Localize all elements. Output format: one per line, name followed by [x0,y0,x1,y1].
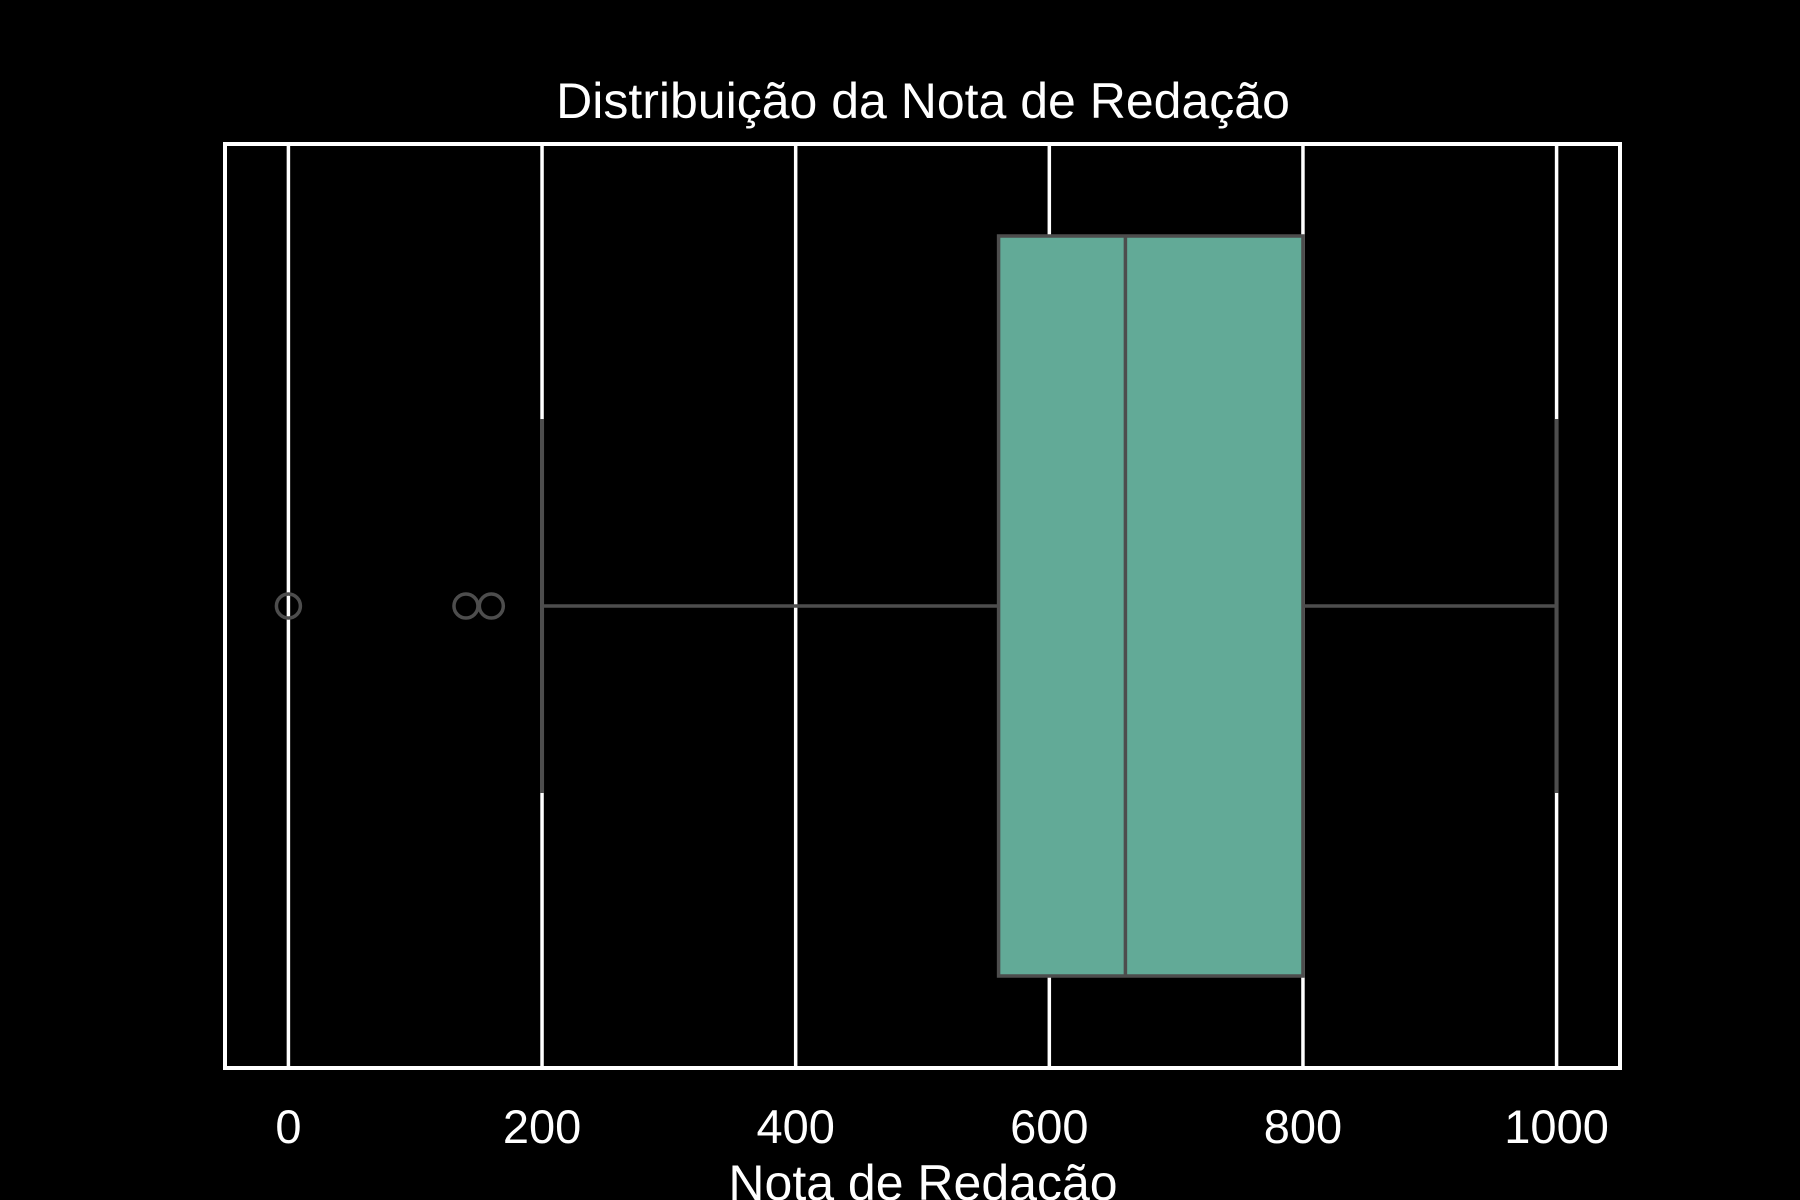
plot-frame [223,142,1622,1070]
x-tick-label-800: 800 [1264,1100,1342,1153]
chart-title: Distribuição da Nota de Redação [556,73,1290,129]
x-tick-label-400: 400 [756,1100,834,1153]
x-tick-label-0: 0 [275,1100,301,1153]
x-tick-label-1000: 1000 [1504,1100,1609,1153]
outlier-point-0 [274,592,303,620]
x-tick-label-200: 200 [503,1100,581,1153]
x-tick-labels: 0 200 400 600 800 1000 [275,1100,1609,1153]
outlier-point-2 [477,592,506,620]
x-tick-label-600: 600 [1010,1100,1088,1153]
box-iqr [996,234,1305,978]
outlier-points [274,592,506,620]
box-plot [540,234,1559,978]
x-axis-label: Nota de Redação [728,1155,1117,1200]
